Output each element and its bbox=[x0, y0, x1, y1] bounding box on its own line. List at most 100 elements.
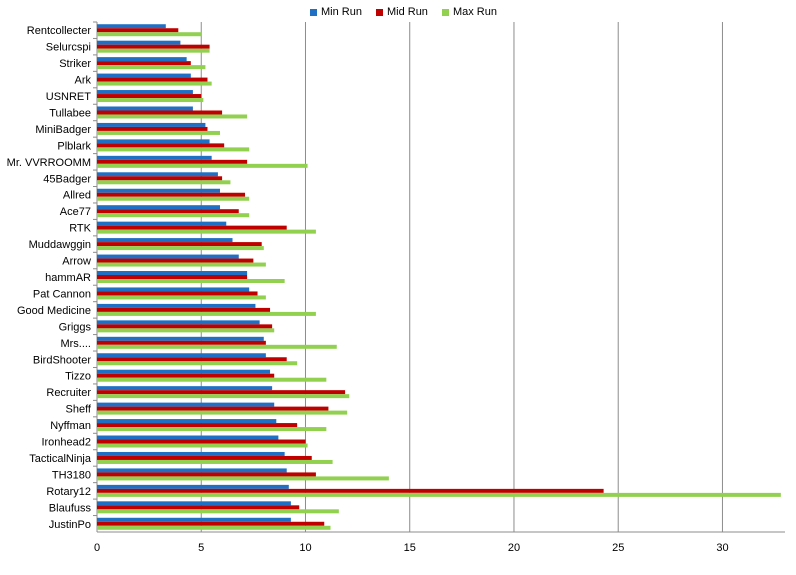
category-label: Pat Cannon bbox=[33, 288, 91, 300]
bar-min-run bbox=[97, 369, 271, 374]
category-label: Nyffman bbox=[50, 420, 91, 432]
bar-max-run bbox=[97, 262, 266, 267]
bar-max-run bbox=[97, 213, 250, 218]
bar-mid-run bbox=[97, 488, 604, 493]
bar-max-run bbox=[97, 509, 339, 514]
bar-max-run bbox=[97, 65, 206, 70]
category-label: Rotary12 bbox=[46, 486, 91, 498]
bar-max-run bbox=[97, 410, 348, 415]
category-label: Arrow bbox=[62, 256, 91, 268]
x-tick-label: 10 bbox=[299, 542, 311, 554]
bar-mid-run bbox=[97, 390, 346, 395]
bar-max-run bbox=[97, 130, 221, 135]
bar-mid-run bbox=[97, 423, 298, 428]
bar-max-run bbox=[97, 344, 337, 349]
bar-min-run bbox=[97, 205, 221, 210]
chart-legend: Min Run Mid Run Max Run bbox=[310, 6, 497, 18]
bar-min-run bbox=[97, 303, 256, 308]
bar-max-run bbox=[97, 114, 248, 119]
legend-swatch bbox=[310, 8, 317, 16]
x-tick-label: 30 bbox=[716, 542, 728, 554]
bar-min-run bbox=[97, 419, 277, 424]
bar-max-run bbox=[97, 427, 327, 432]
bar-mid-run bbox=[97, 242, 262, 247]
bar-mid-run bbox=[97, 373, 275, 378]
category-label: Griggs bbox=[59, 321, 92, 333]
bar-mid-run bbox=[97, 143, 225, 148]
category-label: Blaufuss bbox=[49, 502, 92, 514]
bar-mid-run bbox=[97, 192, 246, 197]
bar-min-run bbox=[97, 122, 206, 127]
category-label: JustinPo bbox=[49, 519, 91, 531]
bar-mid-run bbox=[97, 307, 271, 312]
legend-swatch bbox=[441, 8, 449, 16]
legend-label: Mid Run bbox=[386, 6, 428, 18]
bar-min-run bbox=[97, 451, 285, 456]
bar-max-run bbox=[97, 361, 298, 366]
legend-swatch bbox=[375, 8, 383, 16]
bar-min-run bbox=[97, 106, 193, 111]
bar-mid-run bbox=[97, 324, 273, 329]
bar-mid-run bbox=[97, 521, 325, 526]
legend-item: Max Run bbox=[441, 6, 497, 18]
bar-min-run bbox=[97, 271, 248, 275]
bar-min-run bbox=[97, 139, 210, 144]
bar-max-run bbox=[97, 311, 316, 316]
legend-label: Min Run bbox=[321, 6, 362, 18]
bar-mid-run bbox=[97, 455, 312, 460]
bar-mid-run bbox=[97, 275, 248, 279]
bar-mid-run bbox=[97, 406, 329, 411]
bar-min-run bbox=[97, 287, 250, 292]
bar-max-run bbox=[97, 459, 333, 464]
bar-min-run bbox=[97, 155, 212, 160]
bar-mid-run bbox=[97, 340, 266, 345]
category-label: Recruiter bbox=[46, 387, 91, 399]
x-tick-label: 15 bbox=[404, 542, 416, 554]
category-label: TH3180 bbox=[52, 469, 91, 481]
bar-mid-run bbox=[97, 505, 300, 510]
bar-max-run bbox=[97, 492, 781, 497]
bar-max-run bbox=[97, 279, 285, 283]
bar-mid-run bbox=[97, 225, 287, 230]
bar-min-run bbox=[97, 517, 291, 522]
category-label: Tizzo bbox=[65, 371, 91, 383]
x-tick-label: 0 bbox=[94, 542, 100, 554]
legend-label: Max Run bbox=[452, 6, 497, 18]
bar-min-run bbox=[97, 238, 233, 243]
bar-max-run bbox=[97, 98, 204, 103]
category-label: BirdShooter bbox=[33, 354, 91, 366]
category-label: Tullabee bbox=[49, 107, 91, 119]
bar-max-run bbox=[97, 196, 250, 201]
bar-mid-run bbox=[97, 126, 208, 131]
x-tick-label: 20 bbox=[508, 542, 520, 554]
bar-min-run bbox=[97, 435, 279, 440]
bar-mid-run bbox=[97, 209, 239, 214]
bar-min-run bbox=[97, 501, 291, 506]
bar-min-run bbox=[97, 73, 191, 78]
bar-max-run bbox=[97, 394, 350, 399]
category-label: Mrs.... bbox=[60, 338, 91, 350]
bar-mid-run bbox=[97, 110, 223, 115]
bar-mid-run bbox=[97, 44, 210, 49]
category-label: Ace77 bbox=[60, 206, 91, 218]
bar-max-run bbox=[97, 295, 266, 300]
category-label: RTK bbox=[69, 223, 91, 235]
bar-max-run bbox=[97, 163, 308, 168]
bar-min-run bbox=[97, 40, 181, 45]
bar-min-run bbox=[97, 188, 221, 193]
bar-max-run bbox=[97, 147, 250, 152]
bar-max-run bbox=[97, 377, 327, 382]
bar-max-run bbox=[97, 476, 389, 481]
bar-min-run bbox=[97, 90, 193, 95]
bar-mid-run bbox=[97, 61, 191, 66]
category-label: Allred bbox=[63, 190, 91, 202]
category-label: Plblark bbox=[57, 140, 91, 152]
bar-min-run bbox=[97, 468, 287, 473]
category-label: MiniBadger bbox=[35, 124, 91, 136]
category-label: Sheff bbox=[66, 404, 92, 416]
bar-min-run bbox=[97, 353, 266, 358]
category-label: Selurcspi bbox=[46, 42, 91, 54]
category-label: TacticalNinja bbox=[29, 453, 92, 465]
category-label: Good Medicine bbox=[17, 305, 91, 317]
